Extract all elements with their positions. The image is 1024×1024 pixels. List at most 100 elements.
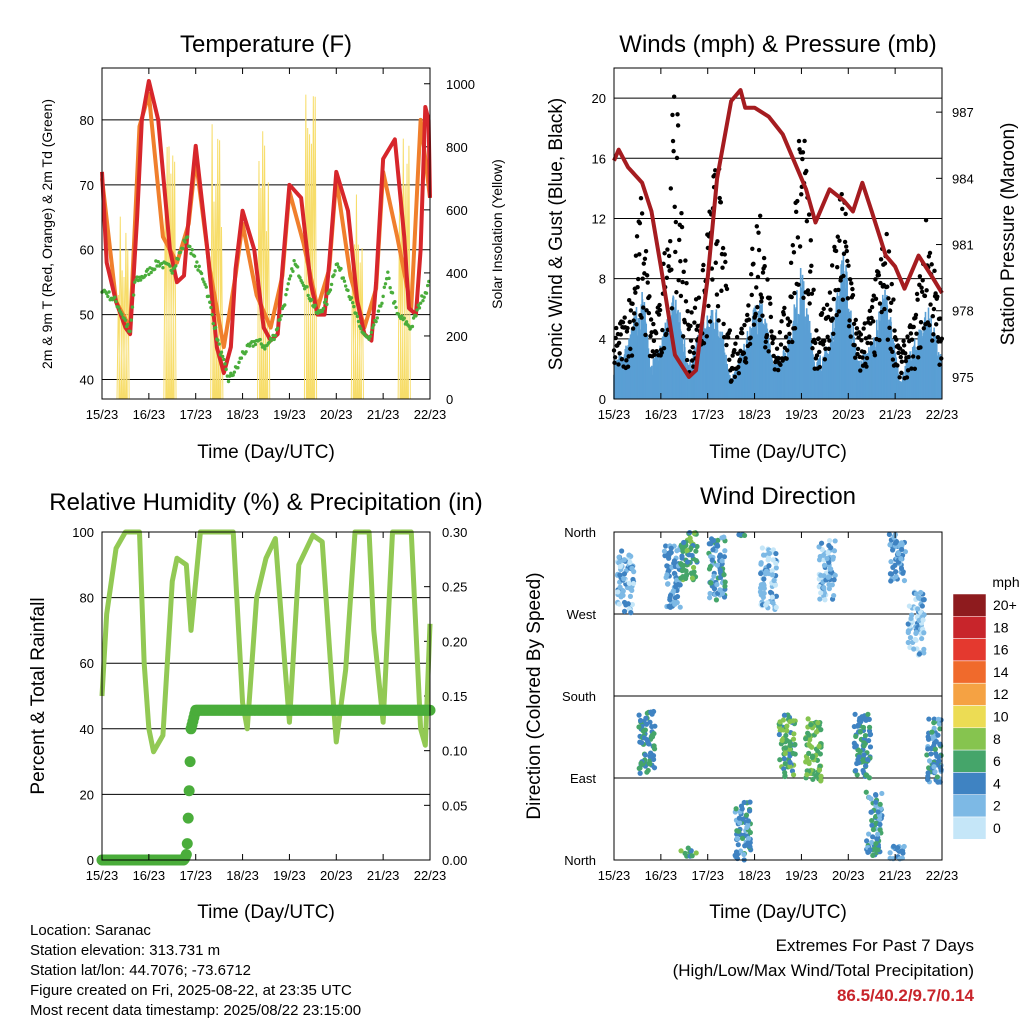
gust-point: [843, 211, 848, 217]
gust-point: [790, 339, 795, 345]
speed-legend-swatch: [952, 616, 987, 639]
humidity-ytick-label: 100: [72, 525, 94, 540]
dewpoint-point: [204, 285, 208, 289]
gust-point: [694, 327, 699, 332]
direction-point: [627, 593, 634, 599]
direction-point: [888, 559, 894, 565]
gust-point: [846, 323, 852, 329]
direction-point: [745, 818, 752, 824]
direction-point: [640, 728, 646, 734]
gust-point: [706, 303, 711, 309]
dewpoint-point: [138, 278, 143, 282]
temperature-ytick-label: 70: [80, 178, 94, 193]
direction-point: [631, 569, 637, 575]
direction-point: [722, 579, 728, 585]
direction-point: [926, 758, 933, 764]
winds-panel: Winds (mph) & Pressure (mb) 0 4 8 12 16 20 975…: [546, 31, 1019, 463]
gust-point: [821, 306, 826, 312]
dewpoint-point: [370, 326, 375, 330]
direction-point: [733, 806, 739, 812]
gust-point: [807, 301, 812, 306]
gust-point: [675, 123, 681, 128]
gust-point: [668, 186, 673, 191]
gust-point: [678, 259, 683, 264]
gust-point: [627, 319, 632, 325]
gust-point: [898, 354, 903, 360]
dewpoint-point: [388, 286, 392, 290]
gust-point: [737, 357, 743, 362]
gust-point: [660, 327, 665, 333]
direction-ytick-label: South: [562, 689, 596, 704]
direction-point: [787, 746, 793, 752]
gust-point: [901, 343, 907, 348]
gust-point: [785, 316, 790, 321]
gust-point: [905, 334, 910, 339]
dewpoint-point: [418, 301, 423, 305]
gust-point: [854, 326, 860, 331]
direction-point: [639, 740, 645, 746]
temperature-panel: Temperature (F) 405060708002004006008001…: [39, 31, 505, 463]
gust-point: [862, 349, 867, 355]
gust-point: [750, 246, 755, 251]
direction-point: [936, 754, 942, 760]
direction-point: [863, 789, 869, 795]
humidity-frame: [101, 531, 431, 861]
gust-point: [651, 338, 657, 343]
direction-point: [672, 583, 679, 590]
winds-title: Winds (mph) & Pressure (mb): [619, 31, 936, 58]
gust-point: [684, 357, 690, 363]
gust-point: [810, 346, 815, 351]
dewpoint-point: [106, 294, 110, 299]
dewpoint-point: [387, 276, 391, 281]
gust-point: [869, 315, 874, 321]
gust-point: [661, 345, 667, 351]
gust-point: [790, 243, 796, 248]
speed-legend-swatch: [952, 727, 987, 751]
gust-point: [858, 368, 863, 373]
direction-point: [616, 601, 622, 607]
direction-point: [901, 577, 908, 584]
gust-point: [859, 338, 864, 343]
gust-point: [831, 296, 837, 302]
gust-point: [670, 138, 676, 144]
direction-point: [741, 851, 747, 858]
direction-point: [769, 572, 776, 578]
precip-point: [183, 785, 195, 797]
gust-point: [927, 250, 933, 256]
gust-point: [656, 312, 662, 317]
direction-point: [891, 843, 897, 849]
gust-point: [709, 266, 715, 271]
dewpoint-point: [329, 282, 334, 287]
gust-point: [734, 334, 740, 340]
direction-point: [722, 583, 728, 589]
gust-point: [751, 322, 757, 327]
gust-point: [887, 308, 893, 313]
dewpoint-point: [120, 312, 124, 317]
direction-point: [721, 534, 727, 540]
gust-point: [652, 352, 657, 357]
gust-point: [624, 329, 630, 334]
gust-point: [835, 234, 840, 239]
humidity-ytick-label: 40: [80, 722, 94, 737]
gust-point: [637, 220, 643, 226]
direction-point: [937, 726, 943, 732]
direction-point: [805, 716, 811, 722]
direction-point: [694, 543, 700, 550]
humidity-xtick-label: 15/23: [86, 868, 119, 883]
dewpoint-point: [201, 277, 205, 281]
direction-point: [825, 550, 831, 556]
gust-point: [619, 356, 625, 362]
gust-point: [889, 300, 894, 306]
dewpoint-point: [306, 293, 310, 298]
precip-ytick-label: 0.15: [442, 689, 467, 704]
direction-point: [671, 558, 678, 564]
dewpoint-point: [197, 264, 201, 269]
gust-point: [808, 269, 813, 274]
dewpoint-point: [342, 279, 347, 283]
gust-point: [904, 375, 910, 380]
solar-ytick-label: 200: [446, 329, 468, 344]
gust-point: [713, 260, 718, 265]
direction-point: [773, 593, 780, 599]
winds-ytick-label: 0: [599, 392, 606, 407]
direction-xtick-label: 21/23: [879, 868, 912, 883]
